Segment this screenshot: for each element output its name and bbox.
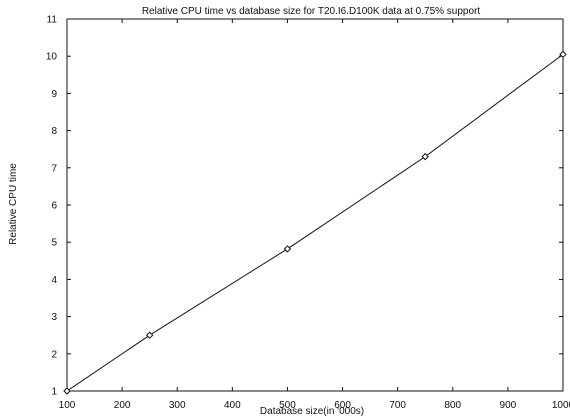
y-axis-label: Relative CPU time	[8, 163, 19, 245]
x-tick-label: 600	[334, 400, 351, 411]
chart-title: Relative CPU time vs database size for T…	[142, 6, 481, 17]
data-point	[145, 331, 154, 339]
data-point	[63, 387, 71, 395]
x-tick-label: 400	[224, 400, 241, 411]
y-tick-label: 7	[51, 163, 57, 174]
x-tick-label: 500	[279, 400, 296, 411]
x-tick-label: 900	[500, 400, 517, 411]
x-tick-label: 300	[169, 400, 186, 411]
y-tick-label: 10	[46, 52, 58, 63]
y-tick-label: 6	[51, 201, 57, 212]
x-axis: 100 200 300 400 500 600 700 800 900 1000	[59, 19, 570, 411]
data-points	[63, 50, 567, 395]
x-tick-label: 1000	[552, 400, 570, 411]
y-tick-label: 8	[51, 126, 57, 137]
y-tick-label: 1	[51, 387, 57, 398]
y-tick-label: 9	[51, 89, 57, 100]
y-axis: 1 2 3 4 5 6 7 8 9 10 11	[46, 15, 563, 398]
x-tick-label: 800	[444, 400, 461, 411]
y-tick-label: 2	[51, 349, 57, 360]
plot-frame	[66, 18, 564, 392]
y-tick-label: 5	[51, 238, 57, 249]
x-tick-label: 200	[114, 400, 131, 411]
x-tick-label: 100	[59, 400, 76, 411]
series-line	[66, 53, 564, 392]
x-tick-label: 700	[389, 400, 406, 411]
y-tick-label: 3	[51, 312, 57, 323]
y-tick-label: 11	[47, 15, 58, 26]
y-tick-label: 4	[51, 275, 57, 286]
x-axis-label: Database size(in '000s)	[260, 406, 364, 417]
data-point	[421, 152, 429, 161]
data-point	[559, 50, 567, 59]
data-point	[283, 245, 292, 253]
